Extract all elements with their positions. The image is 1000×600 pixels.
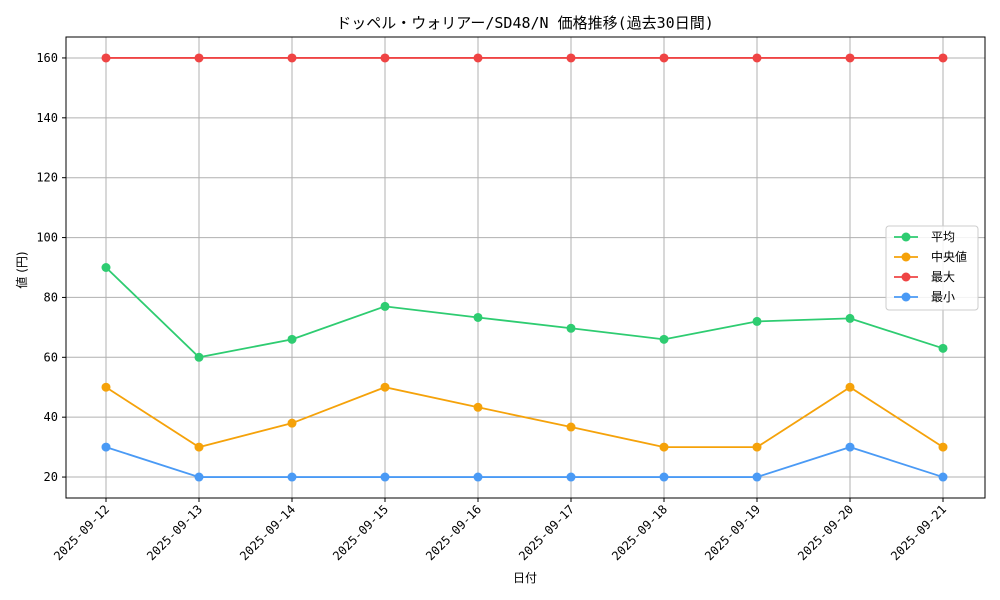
legend-label: 平均: [931, 230, 955, 244]
series-1: [101, 382, 948, 452]
legend-label: 最小: [931, 290, 955, 304]
data-point: [473, 312, 483, 322]
legend-label: 最大: [931, 270, 955, 284]
series-2: [101, 53, 948, 63]
data-point: [194, 442, 204, 452]
data-point: [380, 382, 390, 392]
series-line: [105, 446, 944, 478]
y-tick-label: 100: [36, 231, 58, 245]
data-point: [101, 382, 111, 392]
data-point: [659, 472, 669, 482]
chart-title: ドッペル・ウォリアー/SD48/N 価格推移(過去30日間): [336, 14, 713, 32]
data-point: [566, 472, 576, 482]
data-point: [938, 343, 948, 353]
data-point: [194, 472, 204, 482]
data-point: [287, 472, 297, 482]
data-point: [845, 53, 855, 63]
series-line: [105, 386, 944, 449]
data-point: [752, 53, 762, 63]
y-tick-label: 140: [36, 111, 58, 125]
data-point: [845, 313, 855, 323]
data-point: [938, 442, 948, 452]
legend-swatch-marker: [901, 232, 911, 242]
data-point: [566, 422, 576, 432]
series-3: [101, 442, 948, 482]
plot-frame: [65, 36, 986, 499]
data-point: [101, 53, 111, 63]
series-line: [105, 266, 944, 359]
x-axis-label: 日付: [513, 571, 537, 585]
data-point: [380, 301, 390, 311]
data-point: [473, 402, 483, 412]
data-point: [845, 382, 855, 392]
data-point: [101, 442, 111, 452]
data-point: [659, 53, 669, 63]
legend-swatch-marker: [901, 292, 911, 302]
data-point: [287, 334, 297, 344]
y-axis-label: 値 (円): [14, 251, 29, 288]
data-point: [287, 418, 297, 428]
data-point: [194, 53, 204, 63]
y-tick-label: 40: [44, 410, 58, 424]
y-tick-label: 160: [36, 51, 58, 65]
y-tick-label: 80: [44, 290, 58, 304]
legend-swatch-marker: [901, 272, 911, 282]
data-point: [380, 472, 390, 482]
data-point: [752, 442, 762, 452]
data-point: [845, 442, 855, 452]
legend-label: 中央値: [931, 249, 967, 264]
data-point: [473, 472, 483, 482]
data-point: [659, 442, 669, 452]
series-0: [101, 263, 948, 362]
data-point: [473, 53, 483, 63]
data-point: [101, 263, 111, 272]
data-point: [380, 53, 390, 63]
data-point: [659, 334, 669, 344]
data-point: [938, 53, 948, 63]
data-point: [938, 472, 948, 482]
series-group: [101, 53, 948, 482]
data-point: [194, 352, 204, 362]
data-point: [566, 323, 576, 333]
data-point: [287, 53, 297, 63]
legend-box: [885, 225, 979, 311]
y-tick-label: 120: [36, 171, 58, 185]
data-point: [566, 53, 576, 63]
data-point: [752, 472, 762, 482]
legend-swatch-marker: [901, 252, 911, 262]
y-tick-label: 20: [44, 470, 58, 484]
y-tick-label: 60: [44, 350, 58, 364]
data-point: [752, 316, 762, 326]
